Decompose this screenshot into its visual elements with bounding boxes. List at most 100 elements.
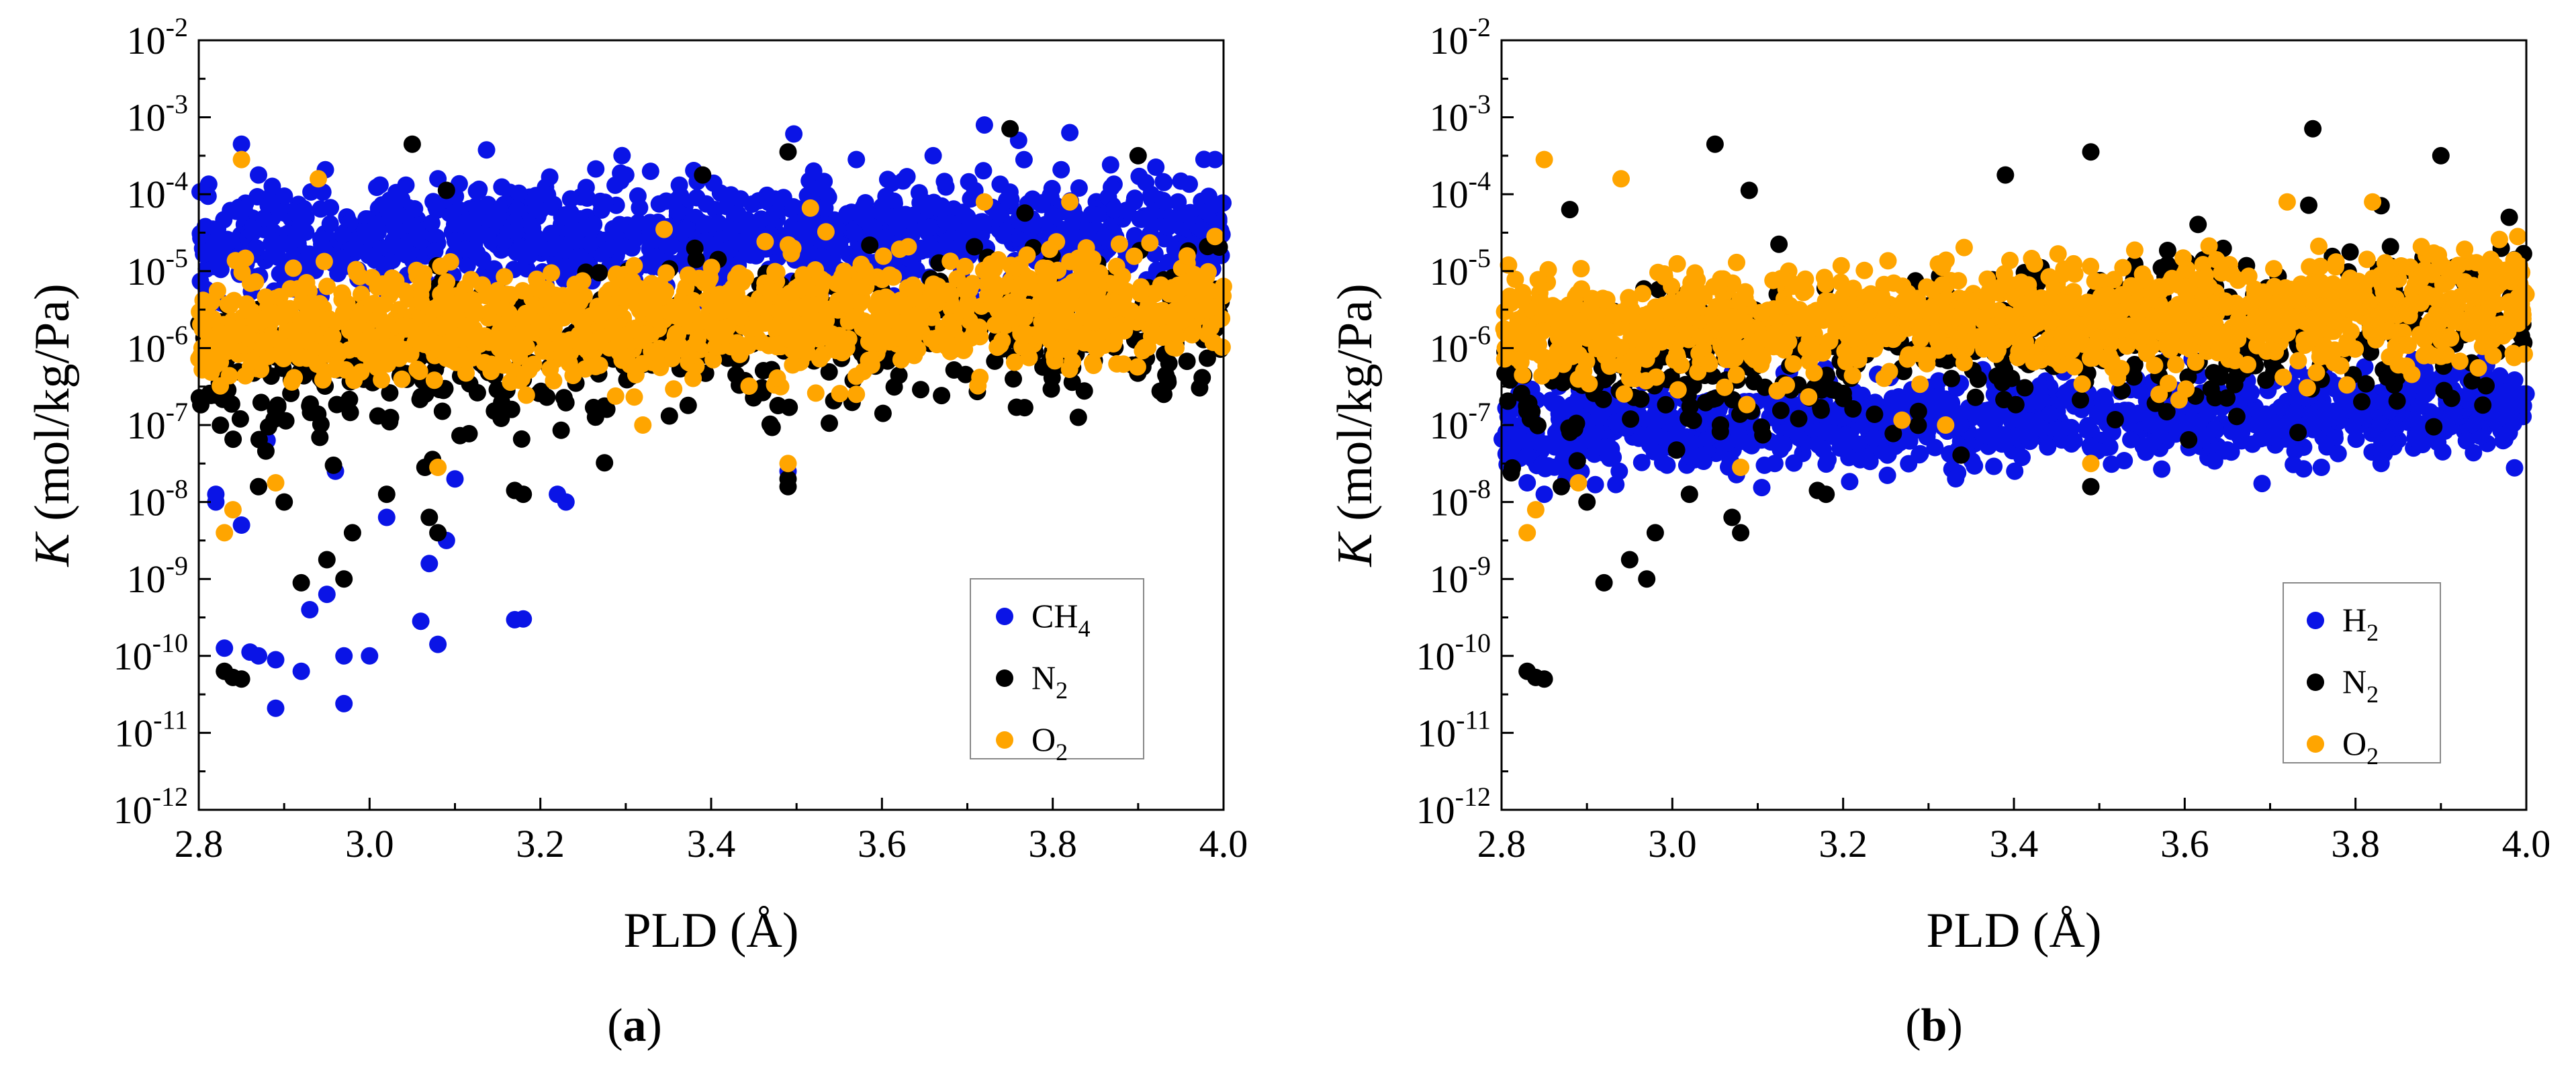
- panel-a-point-ch4: [553, 208, 571, 226]
- panel-b-point-n2: [2304, 120, 2322, 138]
- panel-a-point-ch4: [1070, 179, 1088, 197]
- panel-a-point-ch4: [845, 224, 864, 242]
- panel-a-point-o2: [884, 268, 903, 286]
- panel-a-point-ch4: [785, 125, 803, 143]
- panel-a-point-o2: [1165, 282, 1183, 300]
- panel-a-point-ch4: [446, 470, 464, 488]
- panel-b-point-h2: [2312, 459, 2330, 476]
- panel-a-point-o2: [941, 252, 960, 271]
- panel-a-point-ch4: [557, 493, 575, 511]
- panel-b-point-h2: [2411, 415, 2429, 433]
- panel-a-point-ch4: [678, 220, 696, 238]
- panel-a-point-o2: [1194, 301, 1212, 320]
- panel-a-point-n2: [416, 385, 434, 403]
- panel-a-point-o2: [1122, 302, 1140, 320]
- panel-a-point-ch4: [428, 201, 446, 219]
- panel-a-point-ch4: [585, 216, 603, 234]
- panel-a-point-o2: [348, 265, 366, 283]
- panel-a-label: (a): [607, 1000, 662, 1052]
- panel-a-point-ch4: [232, 516, 250, 534]
- panel-a-point-ch4: [193, 183, 211, 201]
- panel-a-point-o2: [318, 277, 336, 295]
- panel-a-point-ch4: [973, 213, 991, 231]
- panel-a-point-ch4: [1101, 156, 1119, 174]
- panel-a-point-o2: [1017, 273, 1034, 291]
- panel-b-point-h2: [1883, 389, 1901, 408]
- panel-a-point-ch4: [199, 244, 217, 262]
- panel-a-point-ch4: [212, 261, 230, 279]
- panel-a-point-ch4: [312, 230, 330, 248]
- panel-a-point-ch4: [1137, 173, 1155, 191]
- panel-b-point-o2: [1738, 396, 1756, 414]
- panel-b-point-n2: [1817, 485, 1835, 504]
- panel-a-point-o2: [482, 363, 500, 381]
- panel-a-point-o2: [975, 193, 993, 211]
- panel-a-point-ch4: [1015, 150, 1033, 169]
- panel-a-point-ch4: [250, 166, 267, 184]
- panel-b-point-h2: [2081, 437, 2099, 455]
- panel-a-y-tick-label: 10-12: [113, 782, 188, 832]
- panel-a-point-n2: [340, 390, 359, 408]
- panel-b-point-h2: [1610, 462, 1628, 480]
- panel-a-point-ch4: [446, 216, 463, 234]
- panel-a-point-o2: [541, 360, 559, 378]
- panel-a-point-o2: [689, 330, 706, 348]
- panel-a-point-ch4: [596, 193, 614, 212]
- panel-a-point-ch4: [267, 651, 285, 669]
- panel-a-point-ch4: [361, 647, 379, 665]
- panel-a-point-ch4: [907, 261, 925, 279]
- panel-a-point-n2: [420, 508, 439, 526]
- panel-a-legend-marker: [996, 731, 1013, 749]
- panel-a-point-n2: [216, 662, 234, 680]
- panel-a-y-tick-base: 10: [127, 404, 166, 447]
- panel-b-point-h2: [1841, 473, 1859, 491]
- panel-a-point-o2: [1115, 355, 1133, 373]
- panel-b-point-n2: [1812, 399, 1830, 417]
- panel-a-point-o2: [847, 385, 866, 404]
- panel-b-point-h2: [1645, 443, 1663, 461]
- panel-b-point-h2: [1926, 438, 1944, 457]
- panel-a-point-o2: [616, 326, 635, 344]
- panel-b-point-h2: [1851, 451, 1870, 469]
- panel-b-point-h2: [2135, 404, 2153, 422]
- panel-a-point-ch4: [578, 189, 596, 207]
- panel-a-point-o2: [1197, 268, 1215, 286]
- panel-a-point-o2: [1040, 282, 1058, 300]
- panel-b-point-n2: [1772, 402, 1790, 420]
- panel-a-point-o2: [817, 223, 835, 241]
- panel-a-point-o2: [334, 304, 353, 322]
- panel-b-point-n2: [1745, 373, 1763, 391]
- panel-a-point-o2: [499, 314, 517, 331]
- panel-a-point-ch4: [520, 239, 538, 257]
- panel-a-point-ch4: [613, 146, 631, 165]
- panel-a-point-o2: [986, 316, 1004, 334]
- panel-b-point-h2: [1879, 445, 1897, 463]
- panel-a-point-o2: [857, 277, 875, 295]
- panel-b-point-h2: [2309, 414, 2327, 432]
- panel-b-point-h2: [2026, 420, 2044, 437]
- panel-a-point-o2: [423, 300, 441, 318]
- panel-a-point-ch4: [1177, 205, 1195, 223]
- panel-b-point-n2: [2477, 377, 2495, 395]
- panel-a-point-o2: [795, 279, 813, 297]
- panel-b-point-h2: [1817, 455, 1835, 473]
- panel-a-y-tick-base: 10: [127, 326, 166, 370]
- panel-b-point-h2: [2010, 426, 2028, 445]
- panel-a-point-n2: [779, 143, 797, 161]
- panel-a-point-ch4: [357, 228, 375, 245]
- panel-a-point-o2: [310, 170, 327, 188]
- panel-a-point-o2: [1113, 267, 1132, 285]
- panel-b-point-h2: [2199, 405, 2217, 423]
- panel-a-point-o2: [363, 353, 381, 371]
- panel-a-y-tick-base: 10: [127, 557, 166, 601]
- panel-a-point-o2: [257, 332, 275, 351]
- panel-a-point-n2: [341, 404, 359, 422]
- panel-b-point-h2: [1947, 470, 1965, 487]
- panel-a-point-o2: [224, 501, 242, 519]
- panel-a-point-o2: [454, 350, 472, 368]
- panel-a-point-o2: [1091, 311, 1109, 329]
- panel-a-point-o2: [1061, 252, 1079, 271]
- panel-a-point-ch4: [263, 177, 281, 195]
- panel-a-point-o2: [1183, 326, 1201, 344]
